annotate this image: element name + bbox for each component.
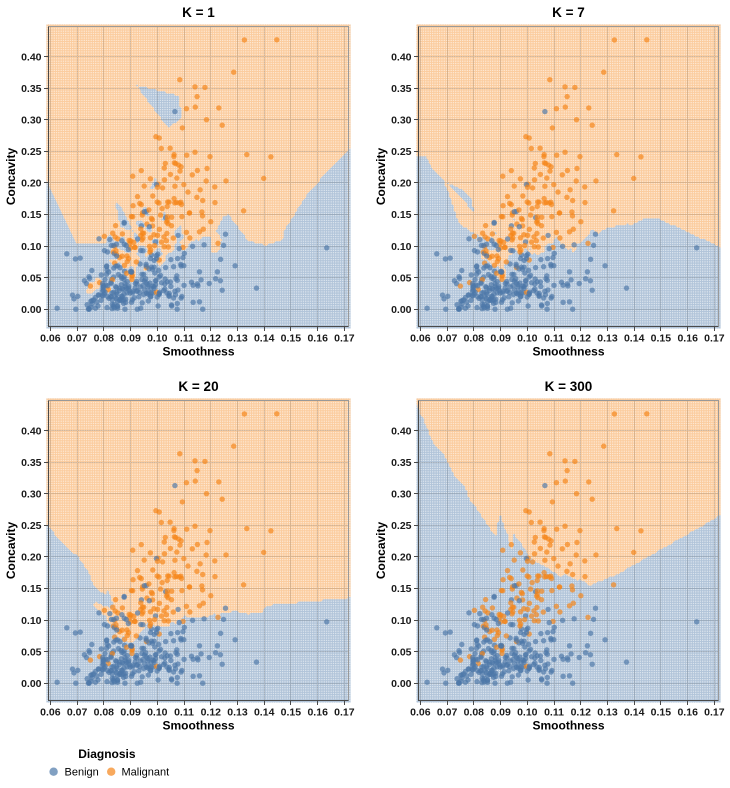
svg-text:0.11: 0.11 (174, 707, 194, 719)
svg-text:0.12: 0.12 (571, 333, 592, 345)
svg-text:0.15: 0.15 (391, 583, 412, 595)
svg-text:0.35: 0.35 (21, 83, 42, 95)
svg-text:0.07: 0.07 (437, 333, 458, 345)
svg-text:0.06: 0.06 (410, 707, 431, 719)
svg-text:0.16: 0.16 (307, 707, 328, 719)
svg-text:0.10: 0.10 (391, 615, 412, 627)
svg-text:0.00: 0.00 (21, 304, 42, 316)
svg-text:0.08: 0.08 (94, 707, 115, 719)
svg-text:0.10: 0.10 (517, 333, 538, 345)
svg-text:0.15: 0.15 (281, 333, 302, 345)
svg-text:0.09: 0.09 (490, 333, 511, 345)
svg-text:0.05: 0.05 (21, 646, 42, 658)
svg-text:0.20: 0.20 (391, 178, 412, 190)
svg-text:0.17: 0.17 (704, 707, 725, 719)
svg-text:Diagnosis: Diagnosis (78, 747, 136, 761)
svg-text:0.15: 0.15 (391, 209, 412, 221)
svg-text:Concavity: Concavity (4, 522, 18, 580)
svg-text:0.25: 0.25 (21, 146, 42, 158)
svg-text:0.25: 0.25 (391, 146, 412, 158)
svg-text:0.00: 0.00 (21, 678, 42, 690)
svg-text:0.10: 0.10 (21, 615, 42, 627)
svg-text:0.11: 0.11 (544, 333, 564, 345)
svg-text:0.09: 0.09 (490, 707, 511, 719)
svg-text:0.25: 0.25 (21, 520, 42, 532)
svg-text:0.30: 0.30 (391, 115, 412, 127)
svg-text:0.20: 0.20 (391, 552, 412, 564)
svg-text:Smoothness: Smoothness (162, 719, 234, 733)
svg-text:0.06: 0.06 (40, 707, 61, 719)
svg-text:0.10: 0.10 (147, 333, 168, 345)
svg-text:0.10: 0.10 (391, 241, 412, 253)
svg-text:0.14: 0.14 (624, 707, 645, 719)
svg-text:0.10: 0.10 (147, 707, 168, 719)
svg-text:0.17: 0.17 (704, 333, 725, 345)
svg-text:K = 20: K = 20 (178, 379, 218, 394)
svg-text:0.05: 0.05 (21, 272, 42, 284)
svg-text:0.12: 0.12 (201, 707, 222, 719)
svg-text:0.40: 0.40 (391, 51, 412, 63)
svg-text:0.08: 0.08 (94, 333, 115, 345)
svg-text:0.40: 0.40 (21, 51, 42, 63)
svg-text:0.07: 0.07 (437, 707, 458, 719)
svg-text:0.40: 0.40 (391, 425, 412, 437)
svg-text:0.12: 0.12 (571, 707, 592, 719)
svg-text:0.17: 0.17 (334, 707, 355, 719)
svg-text:0.00: 0.00 (391, 678, 412, 690)
svg-text:0.13: 0.13 (597, 333, 618, 345)
svg-text:0.20: 0.20 (21, 552, 42, 564)
svg-text:0.09: 0.09 (120, 333, 141, 345)
svg-text:0.17: 0.17 (334, 333, 355, 345)
svg-text:K = 1: K = 1 (182, 5, 215, 20)
svg-text:Smoothness: Smoothness (532, 345, 604, 359)
svg-text:0.15: 0.15 (651, 333, 672, 345)
svg-text:0.15: 0.15 (21, 209, 42, 221)
svg-text:K = 300: K = 300 (545, 379, 593, 394)
svg-text:0.07: 0.07 (67, 707, 88, 719)
svg-text:0.11: 0.11 (174, 333, 194, 345)
svg-text:0.08: 0.08 (464, 333, 485, 345)
svg-text:Concavity: Concavity (4, 148, 18, 206)
svg-text:0.15: 0.15 (281, 707, 302, 719)
svg-text:Smoothness: Smoothness (162, 345, 234, 359)
svg-text:0.11: 0.11 (544, 707, 564, 719)
svg-text:Concavity: Concavity (374, 522, 388, 580)
svg-text:0.00: 0.00 (391, 304, 412, 316)
svg-text:K = 7: K = 7 (552, 5, 585, 20)
svg-text:0.13: 0.13 (227, 707, 248, 719)
svg-text:0.09: 0.09 (120, 707, 141, 719)
svg-text:0.05: 0.05 (391, 272, 412, 284)
svg-text:0.05: 0.05 (391, 646, 412, 658)
svg-text:0.16: 0.16 (307, 333, 328, 345)
svg-text:0.30: 0.30 (21, 115, 42, 127)
svg-text:0.14: 0.14 (254, 333, 275, 345)
svg-text:Benign: Benign (65, 767, 99, 779)
svg-text:0.10: 0.10 (21, 241, 42, 253)
svg-text:0.06: 0.06 (40, 333, 61, 345)
svg-text:0.08: 0.08 (464, 707, 485, 719)
svg-text:0.35: 0.35 (391, 83, 412, 95)
svg-text:0.30: 0.30 (391, 489, 412, 501)
svg-text:0.15: 0.15 (21, 583, 42, 595)
svg-text:Malignant: Malignant (122, 767, 170, 779)
svg-text:Smoothness: Smoothness (532, 719, 604, 733)
svg-text:0.20: 0.20 (21, 178, 42, 190)
svg-text:0.10: 0.10 (517, 707, 538, 719)
svg-text:0.30: 0.30 (21, 489, 42, 501)
svg-text:0.40: 0.40 (21, 425, 42, 437)
svg-text:0.35: 0.35 (21, 457, 42, 469)
svg-text:0.12: 0.12 (201, 333, 222, 345)
svg-text:0.06: 0.06 (410, 333, 431, 345)
svg-text:0.25: 0.25 (391, 520, 412, 532)
svg-text:0.13: 0.13 (597, 707, 618, 719)
svg-text:0.15: 0.15 (651, 707, 672, 719)
svg-text:0.35: 0.35 (391, 457, 412, 469)
svg-text:Concavity: Concavity (374, 148, 388, 206)
svg-text:0.16: 0.16 (677, 707, 698, 719)
svg-text:0.16: 0.16 (677, 333, 698, 345)
svg-text:0.14: 0.14 (624, 333, 645, 345)
svg-text:0.07: 0.07 (67, 333, 88, 345)
svg-text:0.14: 0.14 (254, 707, 275, 719)
svg-text:0.13: 0.13 (227, 333, 248, 345)
